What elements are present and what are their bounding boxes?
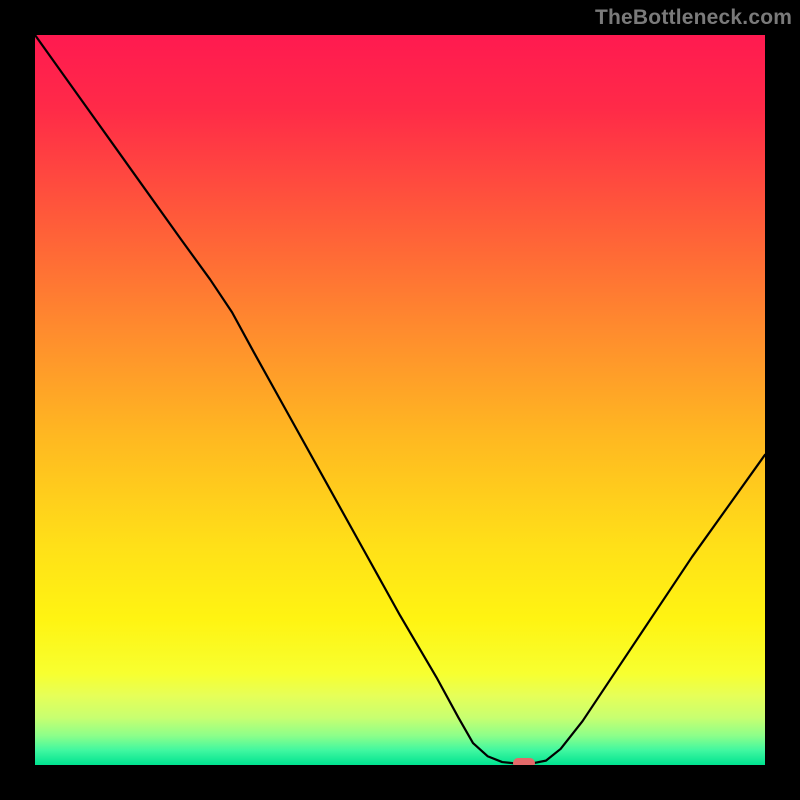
plot-area xyxy=(35,35,765,765)
optimum-marker xyxy=(513,758,535,765)
bottleneck-curve xyxy=(35,35,765,764)
curve-svg xyxy=(35,35,765,765)
watermark-text: TheBottleneck.com xyxy=(595,6,792,30)
